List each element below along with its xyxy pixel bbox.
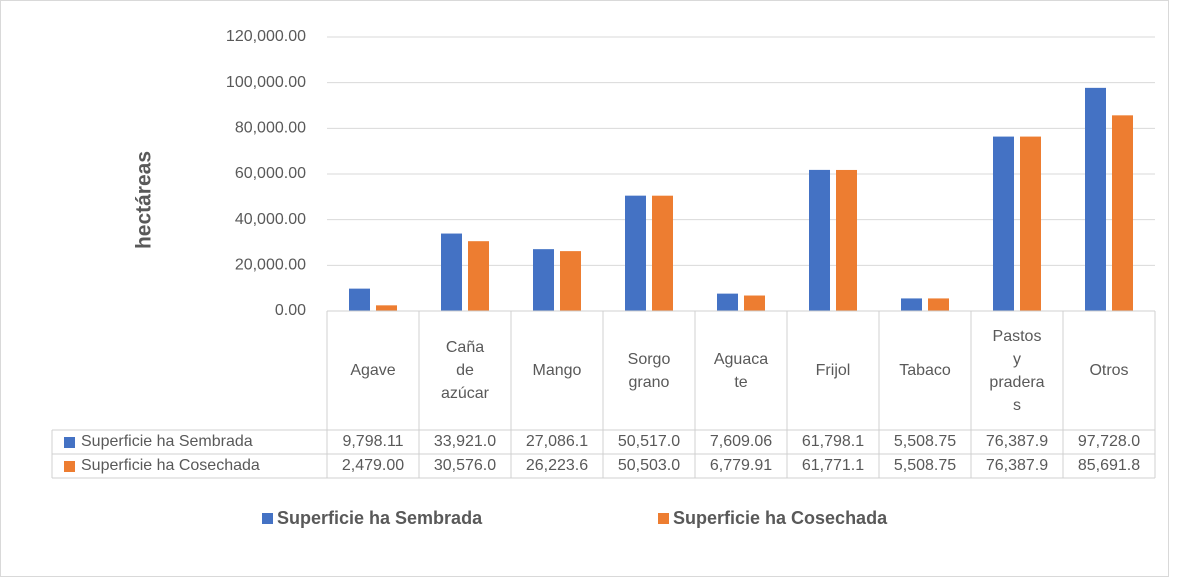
category-label: Aguacate [713, 350, 769, 391]
legend-key [658, 512, 669, 524]
bar [744, 295, 765, 311]
legend-item: Superficie ha Sembrada [262, 506, 482, 530]
category-label: Frijol [815, 362, 851, 379]
table-value: 76,387.9 [985, 433, 1049, 450]
bar [901, 298, 922, 311]
y-tick-label: 20,000.00 [235, 257, 306, 274]
table-value: 9,798.11 [342, 433, 404, 450]
bar [652, 195, 673, 311]
y-tick-label: 60,000.00 [235, 165, 306, 182]
bar [836, 169, 857, 311]
row-name: Superficie ha Sembrada [81, 433, 253, 450]
table-value: 50,517.0 [617, 433, 681, 450]
bar [441, 233, 462, 311]
bar [560, 251, 581, 311]
table-value: 76,387.9 [985, 457, 1049, 474]
y-axis-title: hectáreas [133, 151, 156, 249]
bar [1112, 115, 1133, 311]
table-value: 27,086.1 [525, 433, 589, 450]
bar [533, 249, 554, 311]
category-label: Agave [350, 362, 396, 379]
y-tick-label: 40,000.00 [235, 211, 306, 228]
y-tick-label: 100,000.00 [226, 74, 306, 91]
table-value: 26,223.6 [525, 457, 589, 474]
legend-key [262, 512, 273, 524]
table-value: 7,609.06 [709, 433, 773, 450]
table-value: 97,728.0 [1077, 433, 1141, 450]
legend-key [64, 436, 75, 448]
legend-key [64, 460, 75, 472]
bar [928, 298, 949, 311]
legend-label: Superficie ha Sembrada [277, 507, 483, 528]
bar [717, 293, 738, 311]
table-value: 61,798.1 [801, 433, 865, 450]
table-row-label: Superficie ha Sembrada [52, 430, 327, 454]
bar [625, 195, 646, 311]
table-value: 2,479.00 [341, 457, 405, 474]
table-value: 5,508.75 [893, 457, 957, 474]
table-value: 30,576.0 [433, 457, 497, 474]
table-value: 85,691.8 [1077, 457, 1141, 474]
row-name: Superficie ha Cosechada [81, 457, 260, 474]
table-value: 5,508.75 [893, 433, 957, 450]
category-label: Mango [532, 362, 582, 379]
table-value: 6,779.91 [709, 457, 773, 474]
legend-label: Superficie ha Cosechada [673, 507, 888, 528]
y-tick-label: 80,000.00 [235, 120, 306, 137]
category-label: Tabaco [899, 362, 951, 379]
table-value: 33,921.0 [433, 433, 497, 450]
table-row-label: Superficie ha Cosechada [52, 454, 327, 478]
y-tick-label: 0.00 [275, 302, 306, 319]
category-label: Otros [1089, 362, 1129, 379]
bar [468, 241, 489, 311]
bar [376, 305, 397, 311]
bar [809, 169, 830, 311]
bar [1020, 136, 1041, 311]
y-tick-label: 120,000.00 [226, 28, 306, 45]
table-value: 50,503.0 [617, 457, 681, 474]
bar [1085, 87, 1106, 311]
table-value: 61,771.1 [801, 457, 865, 474]
category-label: Pastos y praderas [989, 327, 1045, 414]
bar [349, 288, 370, 311]
category-label: Sorgo grano [627, 350, 671, 391]
category-label: Caña de azúcar [440, 339, 490, 402]
bar [993, 136, 1014, 311]
legend-item: Superficie ha Cosechada [658, 506, 887, 530]
